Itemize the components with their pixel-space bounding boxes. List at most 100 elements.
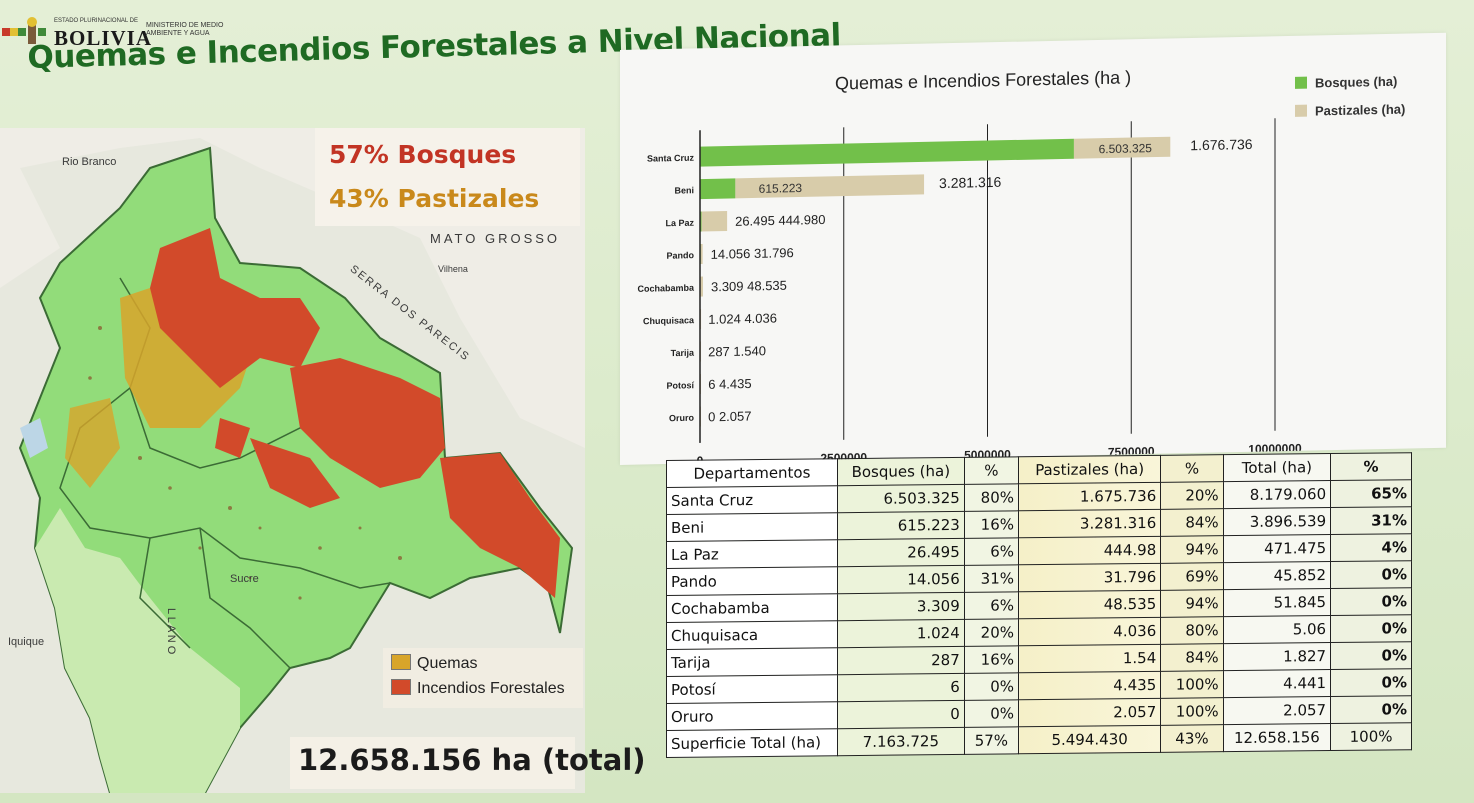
- data-table: Departamentos Bosques (ha) % Pastizales …: [666, 452, 1412, 758]
- cell-total-pct: 0%: [1330, 641, 1412, 670]
- data-label-pair: 0 2.057: [708, 408, 751, 424]
- map-label-rio-branco: Rio Branco: [62, 156, 117, 168]
- data-label-pair: 26.495 444.980: [735, 212, 825, 229]
- cell-total: 8.179.060: [1223, 480, 1331, 509]
- total-cell-pastizales: 5.494.430: [1018, 725, 1161, 754]
- cell-pastizales-pct: 100%: [1160, 697, 1224, 726]
- data-label-pastizales: 1.540: [733, 343, 766, 359]
- map-label-mato-grosso: MATO GROSSO: [430, 231, 561, 246]
- data-table-wrapper: Departamentos Bosques (ha) % Pastizales …: [666, 452, 1418, 798]
- cell-bosques-pct: 20%: [964, 618, 1019, 647]
- cell-total-pct: 0%: [1330, 668, 1412, 697]
- data-label-pair: 14.056 31.796: [711, 245, 794, 262]
- cell-pastizales: 48.535: [1018, 590, 1161, 619]
- data-label-pair: 3.309 48.535: [711, 278, 787, 295]
- data-label-pastizales: 2.057: [719, 408, 752, 424]
- cell-pastizales: 1.54: [1018, 644, 1161, 673]
- chart-legend-swatch: [1295, 104, 1307, 117]
- cell-pastizales: 31.796: [1018, 563, 1161, 592]
- cell-departamento: Cochabamba: [666, 593, 838, 623]
- cell-bosques-pct: 16%: [964, 645, 1019, 674]
- cell-total: 3.896.539: [1223, 507, 1331, 536]
- bar-bosques: [700, 178, 736, 200]
- cell-total: 5.06: [1223, 615, 1331, 644]
- total-cell-pastizales-pct: 43%: [1160, 724, 1224, 753]
- total-cell-total-pct: 100%: [1330, 722, 1412, 751]
- cell-pastizales: 4.036: [1018, 617, 1161, 646]
- cell-pastizales-pct: 84%: [1160, 643, 1224, 672]
- category-label: Beni: [674, 185, 694, 195]
- chart-legend-swatch: [1295, 76, 1307, 89]
- map-label-llano: L L A N O: [165, 608, 177, 655]
- bolivia-emblem-icon: [2, 17, 46, 44]
- bar-chart: 025000005000000750000010000000Santa Cruz…: [637, 118, 1302, 465]
- cell-total: 1.827: [1223, 642, 1331, 671]
- cell-pastizales-pct: 94%: [1160, 535, 1224, 564]
- category-label: La Paz: [665, 218, 694, 229]
- cell-bosques-pct: 0%: [964, 699, 1019, 728]
- cell-bosques: 0: [837, 700, 965, 729]
- cell-total-pct: 65%: [1330, 479, 1412, 508]
- data-label-pastizales: 4.036: [744, 310, 777, 326]
- chart-legend-label: Pastizales (ha): [1315, 101, 1406, 119]
- bar-pastizales: [700, 276, 703, 297]
- cell-total-pct: 4%: [1330, 533, 1412, 562]
- data-label-pair: 1.024 4.036: [708, 310, 777, 326]
- map-label-vilhena: Vilhena: [438, 264, 468, 274]
- cell-pastizales: 3.281.316: [1018, 509, 1161, 538]
- cell-departamento: Tarija: [666, 647, 838, 677]
- ministry-name: MINISTERIO DE MEDIO AMBIENTE Y AGUA: [146, 22, 224, 37]
- cell-total-pct: 0%: [1330, 614, 1412, 643]
- table-body: Santa Cruz 6.503.325 80% 1.675.736 20% 8.179.…: [666, 479, 1412, 758]
- data-label-bosques: 26.495: [735, 213, 778, 229]
- cell-bosques: 6: [837, 673, 965, 702]
- cell-bosques: 615.223: [837, 511, 965, 540]
- total-area-box: 12.658.156 ha (total): [290, 737, 646, 789]
- chart-legend-item-bosques: Bosques (ha): [1295, 74, 1405, 104]
- cell-bosques: 3.309: [837, 592, 965, 621]
- data-label-bosques: 3.309: [711, 279, 747, 295]
- brand-name: BOLIVIA: [54, 26, 153, 50]
- cell-departamento: Oruro: [666, 701, 838, 731]
- data-label-pastizales: 4.435: [719, 376, 752, 392]
- cell-bosques: 287: [837, 646, 965, 675]
- chart-legend: Bosques (ha) Pastizales (ha): [1295, 74, 1405, 132]
- bar-pastizales: [735, 174, 925, 199]
- bar-pastizales: [1073, 136, 1171, 159]
- chart-legend-label: Bosques (ha): [1315, 73, 1398, 91]
- cell-bosques: 26.495: [837, 538, 965, 567]
- cell-pastizales-pct: 20%: [1160, 481, 1224, 510]
- data-label-bosques: 1.024: [708, 311, 744, 327]
- cell-bosques: 1.024: [837, 619, 965, 648]
- cell-bosques-pct: 6%: [964, 537, 1019, 566]
- cell-total: 2.057: [1223, 696, 1331, 725]
- legend-item-quemas: Quemas: [391, 654, 477, 676]
- cell-total-pct: 0%: [1330, 560, 1412, 589]
- data-label-pastizales: 48.535: [747, 278, 787, 294]
- legend-item-incendios: Incendios Forestales: [391, 679, 565, 701]
- stat-bosques: 57% Bosques: [329, 140, 517, 169]
- cell-total: 51.845: [1223, 588, 1331, 617]
- data-label-pastizales: 3.281.316: [939, 174, 1001, 191]
- legend-swatch-incendios: [391, 679, 411, 695]
- header-bosques: Bosques (ha): [837, 457, 965, 486]
- data-label-pastizales: 1.676.736: [1190, 136, 1252, 153]
- total-area-text: 12.658.156 ha (total): [298, 743, 646, 777]
- cell-pastizales-pct: 80%: [1160, 616, 1224, 645]
- category-label: Santa Cruz: [647, 153, 695, 164]
- cell-pastizales-pct: 100%: [1160, 670, 1224, 699]
- bar-pastizales: [701, 211, 728, 232]
- cell-departamento: Pando: [666, 566, 838, 596]
- data-label-pastizales: 444.980: [778, 212, 825, 228]
- data-label-bosques: 14.056: [711, 246, 754, 262]
- cell-bosques: 14.056: [837, 565, 965, 594]
- data-label-pastizales: 31.796: [754, 245, 794, 261]
- cell-pastizales: 444.98: [1018, 536, 1161, 565]
- cell-pastizales-pct: 84%: [1160, 508, 1224, 537]
- bar-bosques: [700, 138, 1074, 167]
- cell-bosques-pct: 80%: [964, 483, 1019, 512]
- cell-total: 45.852: [1223, 561, 1331, 590]
- map-legend: Quemas Incendios Forestales: [383, 648, 583, 708]
- cell-departamento: La Paz: [666, 539, 838, 569]
- total-cell-bosques-pct: 57%: [964, 726, 1019, 755]
